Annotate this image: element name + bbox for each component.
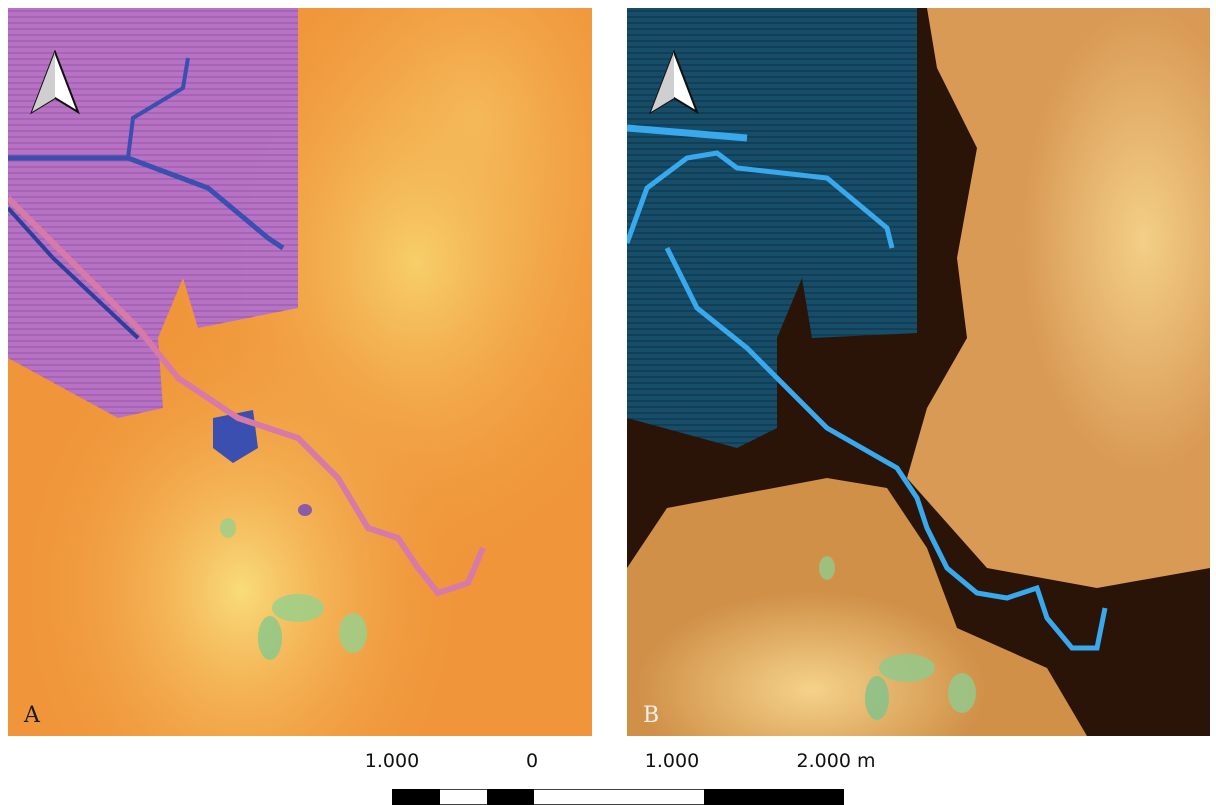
north-arrow-icon — [649, 50, 699, 115]
scale-segment-1 — [392, 789, 440, 805]
elevation-map-b — [627, 8, 1210, 736]
scale-label-left: 1.000 — [364, 750, 420, 772]
scale-segment-3 — [704, 789, 844, 805]
map-panel-a: A — [8, 8, 592, 736]
scale-label-zero: 0 — [525, 750, 539, 772]
scale-bar-segments — [392, 789, 844, 805]
scale-label-right: 1.000 — [644, 750, 700, 772]
panel-label-b: B — [643, 703, 660, 728]
scale-bar: 1.000 0 1.000 2.000 m — [360, 750, 880, 805]
scale-label-end: 2.000 m — [796, 750, 876, 772]
panel-label-a: A — [24, 703, 40, 728]
north-arrow-icon — [30, 50, 80, 115]
map-panel-b: B — [627, 8, 1210, 736]
elevation-map-a — [8, 8, 592, 736]
scale-segment-2 — [487, 789, 534, 805]
